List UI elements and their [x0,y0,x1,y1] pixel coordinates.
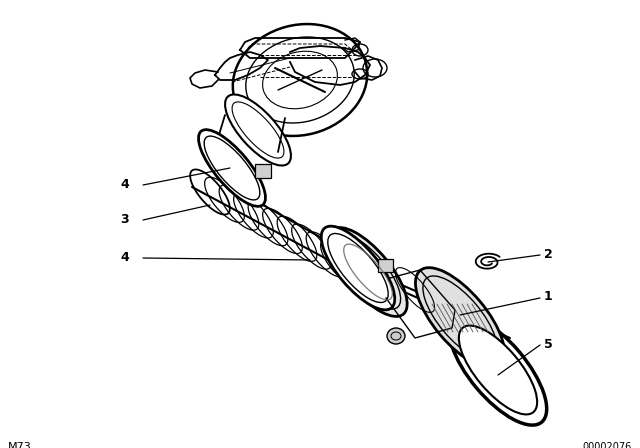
Ellipse shape [225,95,291,166]
Text: 3: 3 [120,213,129,226]
Text: 1: 1 [544,290,553,303]
Ellipse shape [198,129,266,207]
Text: 2: 2 [544,248,553,261]
Ellipse shape [321,226,395,310]
Text: M73: M73 [8,442,32,448]
Ellipse shape [329,228,407,316]
FancyBboxPatch shape [255,164,271,178]
Text: 4: 4 [120,251,129,264]
Ellipse shape [415,267,504,368]
Text: 5: 5 [544,338,553,351]
Text: 4: 4 [120,178,129,191]
FancyBboxPatch shape [378,259,393,272]
Ellipse shape [449,315,547,425]
Text: 00002076: 00002076 [583,442,632,448]
Ellipse shape [387,328,405,344]
Ellipse shape [459,326,537,414]
